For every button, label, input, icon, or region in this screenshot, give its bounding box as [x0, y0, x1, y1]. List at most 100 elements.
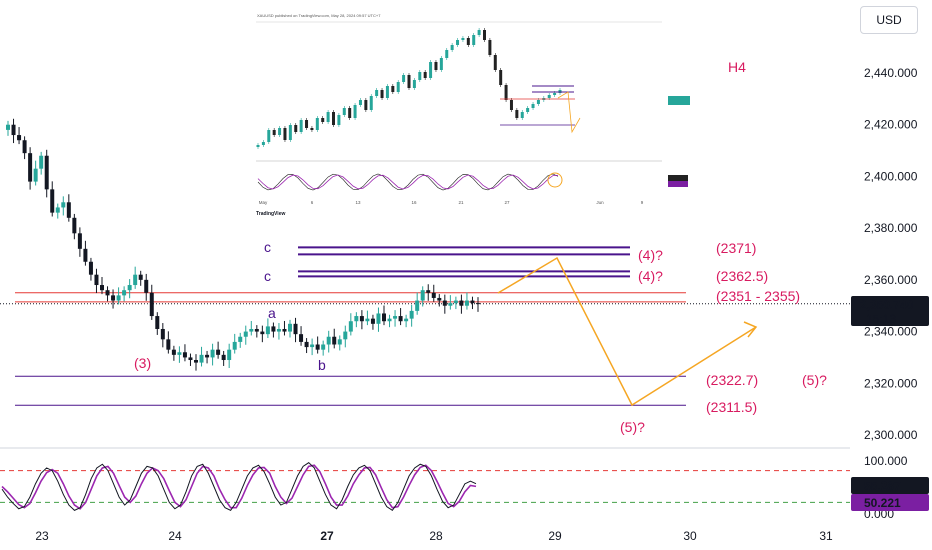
candle-body	[100, 285, 104, 291]
y-tick-label: 2,400.000	[864, 169, 918, 183]
inset-candle-body	[288, 125, 292, 140]
candle-body	[470, 300, 475, 304]
inset-x-label: 21	[458, 200, 464, 205]
candle-body	[315, 344, 320, 350]
level-label-2311: (2311.5)	[706, 399, 757, 415]
y-tick-label: 2,380.000	[864, 221, 918, 235]
inset-candle-body	[299, 120, 303, 132]
candle-body	[365, 318, 370, 322]
oscillator-value-1: 55.287	[864, 479, 901, 493]
oscillator-k-line	[1, 462, 477, 512]
wave-label-4-lower: (4)?	[638, 268, 663, 284]
candle-body	[227, 349, 232, 361]
x-tick-label: 28	[429, 529, 443, 543]
candle-body	[205, 354, 210, 358]
candle-body	[50, 189, 55, 213]
candle-body	[138, 274, 143, 280]
candle-body	[171, 349, 176, 355]
inset-candle-body	[380, 90, 384, 98]
inset-candle-body	[488, 40, 492, 55]
candle-body	[39, 155, 44, 169]
candle-body	[111, 295, 116, 301]
candle-body	[404, 318, 409, 322]
candle-body	[6, 124, 10, 130]
inset-candle-body	[504, 85, 508, 100]
inset-candle-body	[272, 130, 276, 135]
inset-candle-body	[412, 80, 416, 88]
inset-candle-body	[515, 110, 519, 118]
candle-body	[453, 300, 458, 304]
inset-candle-body	[493, 55, 497, 70]
candle-body	[188, 357, 193, 361]
inset-candle-body	[310, 128, 314, 130]
inset-candle-body	[499, 70, 503, 85]
candle-body	[382, 313, 386, 322]
inset-candle-body	[445, 50, 449, 58]
candle-body	[77, 233, 82, 249]
level-label-2371: (2371)	[716, 240, 756, 256]
inset-candle-body	[483, 30, 486, 40]
x-tick-label: 27	[320, 529, 334, 543]
inset-candle-body	[536, 100, 540, 104]
candle-body	[332, 336, 337, 345]
inset-candle-body	[553, 93, 557, 95]
candle-body	[94, 274, 99, 286]
level-label-2322: (2322.7)	[706, 372, 758, 388]
candle-body	[210, 349, 215, 358]
inset-candle-body	[369, 96, 373, 110]
candle-body	[221, 354, 226, 361]
inset-candle-body	[332, 112, 335, 125]
candle-body	[310, 344, 315, 348]
inset-candle-body	[348, 108, 352, 118]
candle-body	[293, 323, 298, 335]
inset-candle-body	[342, 108, 346, 115]
inset-candle-body	[461, 38, 465, 40]
inset-candle-body	[396, 82, 400, 92]
inset-candle-body	[256, 145, 260, 147]
candle-body	[166, 339, 171, 350]
wave-label-a: a	[268, 305, 276, 321]
x-tick-label: 31	[819, 529, 833, 543]
inset-candle-body	[418, 72, 422, 80]
x-tick-label: 23	[35, 529, 49, 543]
candle-body	[282, 328, 287, 332]
candle-body	[243, 331, 248, 337]
candle-body	[61, 202, 66, 208]
inset-candle-body	[283, 128, 287, 140]
inset-candle-body	[450, 45, 454, 50]
currency-button[interactable]: USD	[860, 6, 918, 34]
wave-label-3: (3)	[134, 355, 151, 371]
inset-osc-badge-1	[668, 175, 688, 181]
y-tick-label: 2,320.000	[864, 376, 918, 390]
candle-body	[72, 217, 77, 234]
candle-body	[155, 316, 160, 329]
inset-x-label: 9	[641, 200, 644, 205]
candle-body	[33, 168, 38, 182]
candle-body	[343, 331, 348, 340]
candle-body	[398, 316, 403, 322]
inset-x-label: Jun	[596, 200, 604, 205]
inset-candle-body	[294, 125, 298, 132]
last-price-badge[interactable]	[851, 296, 929, 326]
wave-label-4-upper: (4)?	[638, 247, 663, 263]
level-label-2362: (2362.5)	[716, 268, 768, 284]
candle-body	[133, 274, 138, 286]
wave-label-5-right: (5)?	[802, 372, 827, 388]
candle-body	[431, 292, 436, 298]
inset-candle-body	[375, 90, 379, 96]
candle-body	[216, 349, 221, 355]
countdown-value: 15:13	[866, 312, 896, 326]
candle-body	[232, 341, 237, 350]
x-tick-label: 29	[548, 529, 562, 543]
inset-osc-badge-2	[668, 181, 688, 187]
wave-label-c-lower: c	[264, 268, 271, 284]
candle-body	[476, 303, 480, 305]
candle-body	[83, 248, 88, 262]
inset-candle-body	[261, 142, 265, 145]
candle-body	[127, 285, 132, 291]
inset-candle-body	[402, 75, 406, 82]
inset-header: XAUUSD published on TradingView.com, May…	[257, 13, 381, 18]
inset-candle-body	[315, 118, 319, 130]
inset-x-label: 13	[355, 200, 361, 205]
